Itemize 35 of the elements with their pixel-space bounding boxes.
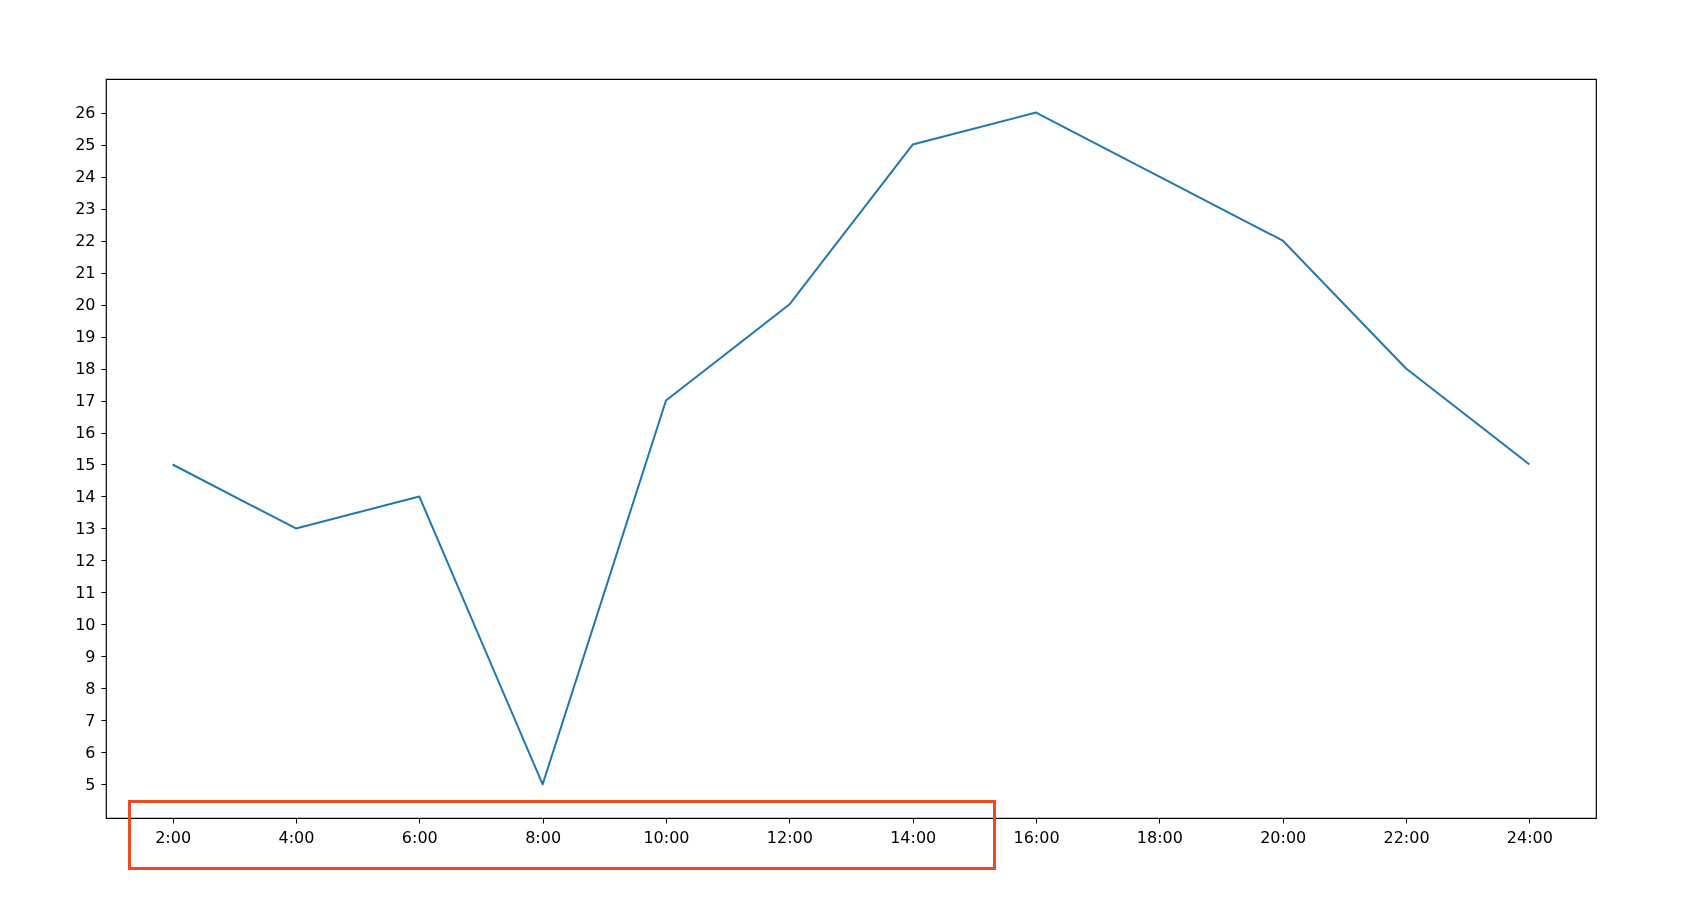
- y-tick-label: 11: [75, 582, 96, 602]
- x-tick-label: 24:00: [1506, 827, 1553, 847]
- x-tick-label: 18:00: [1136, 827, 1183, 847]
- y-tick-label: 10: [75, 614, 96, 634]
- x-tick-label: 14:00: [890, 827, 937, 847]
- y-tick-label: 9: [85, 646, 96, 666]
- y-tick-label: 8: [85, 678, 96, 698]
- x-tick-label: 2:00: [155, 827, 192, 847]
- y-tick-label: 13: [75, 518, 96, 538]
- x-tick-label: 8:00: [525, 827, 562, 847]
- y-tick-label: 19: [75, 327, 96, 347]
- y-tick-label: 18: [75, 359, 96, 379]
- y-tick-label: 22: [75, 231, 96, 251]
- y-tick-label: 15: [75, 455, 96, 474]
- y-tick-label: 20: [75, 295, 96, 315]
- y-tick-label: 6: [85, 742, 96, 762]
- x-tick-label: 10:00: [643, 827, 690, 847]
- x-tick-label: 22:00: [1383, 827, 1430, 847]
- y-tick-label: 14: [75, 486, 96, 506]
- y-tick-label: 24: [75, 167, 96, 187]
- x-tick-label: 20:00: [1260, 827, 1307, 847]
- line-series: [171, 111, 1531, 786]
- x-tick-label: 6:00: [401, 827, 438, 847]
- y-tick-label: 23: [75, 199, 96, 219]
- x-tick-label: 12:00: [766, 827, 813, 847]
- x-tick-label: 16:00: [1013, 827, 1060, 847]
- y-tick-label: 17: [75, 391, 96, 411]
- y-tick-label: 12: [75, 550, 96, 570]
- y-tick-label: 25: [75, 135, 96, 155]
- y-tick-label: 26: [75, 103, 96, 123]
- y-tick-label: 16: [75, 423, 96, 442]
- y-tick-label: 21: [75, 263, 96, 283]
- y-tick-label: 7: [85, 710, 96, 730]
- x-tick-label: 4:00: [278, 827, 315, 847]
- y-tick-label: 5: [85, 774, 96, 794]
